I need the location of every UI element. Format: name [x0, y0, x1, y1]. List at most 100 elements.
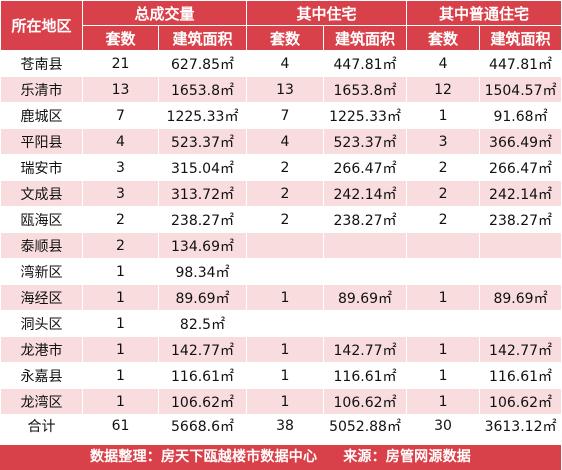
table-body: 苍南县 21 627.85㎡ 4 447.81㎡ 4 447.81㎡ 乐清市 13 1653.8㎡… — [0, 50, 562, 437]
count-ordinary-cell: 1 — [406, 362, 481, 389]
area-all-cell: 1225.33㎡ — [157, 102, 248, 129]
count-residential-cell: 1 — [246, 336, 325, 363]
count-all-cell: 3 — [82, 154, 159, 181]
total-area-ordinary: 3613.12㎡ — [479, 414, 562, 437]
count-all-cell: 1 — [82, 388, 159, 415]
count-residential-cell — [246, 232, 325, 259]
area-ordinary-cell: 238.27㎡ — [479, 206, 562, 233]
area-residential-cell: 1653.8㎡ — [323, 76, 408, 103]
count-residential-cell: 1 — [246, 388, 325, 415]
area-cell: 乐清市 — [0, 76, 83, 103]
group-header-ordinary-residential: 其中普通住宅 — [406, 0, 562, 26]
count-residential-cell — [246, 258, 325, 285]
count-residential-cell: 2 — [246, 154, 325, 181]
source-footer: 数据整理：房天下瓯越楼市数据中心 来源：房管网源数据 — [0, 445, 561, 470]
table-row: 永嘉县 1 116.61㎡ 1 116.61㎡ 1 116.61㎡ — [0, 362, 562, 389]
count-all-cell: 13 — [82, 76, 159, 103]
total-count-all: 61 — [82, 414, 159, 437]
sales-stats-table: 所在地区 总成交量 其中住宅 其中普通住宅 套数 建筑面积 套数 建筑面积 套数… — [0, 0, 562, 437]
count-all-cell: 3 — [82, 180, 159, 207]
count-ordinary-cell: 12 — [406, 76, 481, 103]
area-residential-cell: 116.61㎡ — [323, 362, 408, 389]
count-residential-cell: 2 — [246, 206, 325, 233]
area-ordinary-cell: 447.81㎡ — [479, 50, 562, 77]
total-count-residential: 38 — [246, 414, 325, 437]
count-all-cell: 1 — [82, 362, 159, 389]
area-ordinary-cell: 116.61㎡ — [479, 362, 562, 389]
area-residential-cell — [323, 232, 408, 259]
count-all-cell: 1 — [82, 310, 159, 337]
area-all-cell: 82.5㎡ — [157, 310, 248, 337]
header-row-subcolumns: 套数 建筑面积 套数 建筑面积 套数 建筑面积 — [1, 25, 562, 51]
area-cell: 瓯海区 — [0, 206, 83, 233]
count-ordinary-cell: 2 — [406, 206, 481, 233]
area-column-header: 所在地区 — [0, 0, 83, 51]
subheader-count: 套数 — [246, 25, 325, 51]
total-label: 合计 — [0, 414, 83, 437]
table-row: 洞头区 1 82.5㎡ — [0, 310, 562, 337]
table-row: 鹿城区 7 1225.33㎡ 7 1225.33㎡ 1 91.68㎡ — [0, 102, 562, 129]
count-ordinary-cell — [406, 310, 481, 337]
count-all-cell: 1 — [82, 336, 159, 363]
count-ordinary-cell: 1 — [406, 388, 481, 415]
total-count-ordinary: 30 — [406, 414, 481, 437]
area-ordinary-cell — [479, 258, 562, 285]
area-residential-cell: 238.27㎡ — [323, 206, 408, 233]
count-ordinary-cell — [406, 258, 481, 285]
area-all-cell: 315.04㎡ — [157, 154, 248, 181]
area-residential-cell: 447.81㎡ — [323, 50, 408, 77]
table-row: 瓯海区 2 238.27㎡ 2 238.27㎡ 2 238.27㎡ — [0, 206, 562, 233]
count-residential-cell: 4 — [246, 128, 325, 155]
table-row: 龙湾区 1 106.62㎡ 1 106.62㎡ 1 106.62㎡ — [0, 388, 562, 415]
count-all-cell: 7 — [82, 102, 159, 129]
area-ordinary-cell: 366.49㎡ — [479, 128, 562, 155]
area-residential-cell — [323, 258, 408, 285]
count-residential-cell: 7 — [246, 102, 325, 129]
count-ordinary-cell: 1 — [406, 284, 481, 311]
area-all-cell: 627.85㎡ — [157, 50, 248, 77]
area-cell: 鹿城区 — [0, 102, 83, 129]
area-residential-cell: 1225.33㎡ — [323, 102, 408, 129]
count-ordinary-cell: 2 — [406, 154, 481, 181]
area-cell: 海经区 — [0, 284, 83, 311]
table-row: 泰顺县 2 134.69㎡ — [0, 232, 562, 259]
area-ordinary-cell: 266.47㎡ — [479, 154, 562, 181]
table-row: 平阳县 4 523.37㎡ 4 523.37㎡ 3 366.49㎡ — [0, 128, 562, 155]
area-residential-cell: 142.77㎡ — [323, 336, 408, 363]
count-ordinary-cell: 3 — [406, 128, 481, 155]
count-ordinary-cell: 2 — [406, 180, 481, 207]
count-ordinary-cell: 1 — [406, 102, 481, 129]
count-residential-cell — [246, 310, 325, 337]
area-ordinary-cell: 89.69㎡ — [479, 284, 562, 311]
area-residential-cell: 242.14㎡ — [323, 180, 408, 207]
table-row: 苍南县 21 627.85㎡ 4 447.81㎡ 4 447.81㎡ — [0, 50, 562, 77]
area-ordinary-cell: 142.77㎡ — [479, 336, 562, 363]
area-cell: 瑞安市 — [0, 154, 83, 181]
group-header-total: 总成交量 — [81, 0, 248, 26]
table-row: 文成县 3 313.72㎡ 2 242.14㎡ 2 242.14㎡ — [0, 180, 562, 207]
count-all-cell: 21 — [82, 50, 159, 77]
subheader-count: 套数 — [406, 25, 481, 51]
header-row-groups: 所在地区 总成交量 其中住宅 其中普通住宅 — [0, 0, 562, 51]
area-ordinary-cell: 91.68㎡ — [479, 102, 562, 129]
area-all-cell: 116.61㎡ — [157, 362, 248, 389]
count-residential-cell: 1 — [246, 284, 325, 311]
count-all-cell: 4 — [82, 128, 159, 155]
count-all-cell: 1 — [82, 258, 159, 285]
table-row: 瑞安市 3 315.04㎡ 2 266.47㎡ 2 266.47㎡ — [0, 154, 562, 181]
area-all-cell: 98.34㎡ — [157, 258, 248, 285]
area-all-cell: 1653.8㎡ — [157, 76, 248, 103]
area-cell: 洞头区 — [0, 310, 83, 337]
table-row: 湾新区 1 98.34㎡ — [0, 258, 562, 285]
count-ordinary-cell: 1 — [406, 336, 481, 363]
area-residential-cell: 89.69㎡ — [323, 284, 408, 311]
count-all-cell: 1 — [82, 284, 159, 311]
subheader-area: 建筑面积 — [323, 25, 408, 51]
total-area-residential: 5052.88㎡ — [323, 414, 408, 437]
count-residential-cell: 4 — [246, 50, 325, 77]
area-cell: 平阳县 — [0, 128, 83, 155]
area-ordinary-cell — [479, 232, 562, 259]
source-note: 来源：房管网源数据 — [343, 449, 471, 465]
area-residential-cell: 523.37㎡ — [323, 128, 408, 155]
area-cell: 文成县 — [0, 180, 83, 207]
